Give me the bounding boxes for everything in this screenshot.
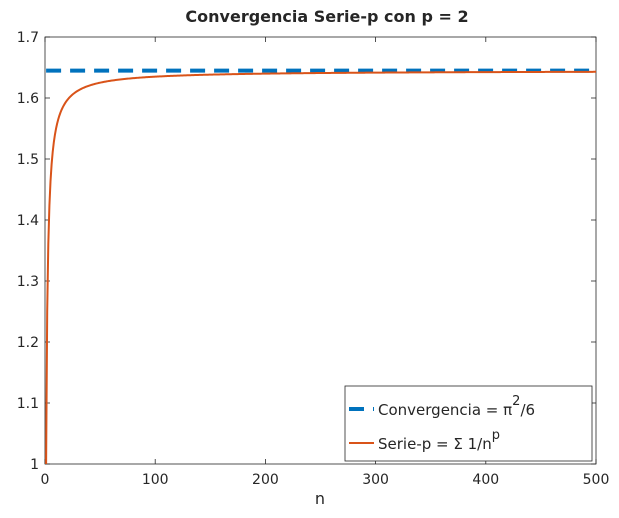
plot-area: 0 100 200 300 400 500 1 1.1 1.2 1.3 1.4 1.5 1.6 1.7 Co… [17, 30, 610, 488]
y-tick-label: 1.2 [17, 335, 39, 351]
y-tick-label: 1.3 [17, 274, 39, 290]
y-tick-label: 1.7 [17, 30, 39, 46]
legend-label: Serie-p = Σ 1/np [378, 428, 500, 453]
x-tick-label: 500 [583, 472, 610, 488]
y-tick-label: 1.6 [17, 91, 39, 107]
y-tick-label: 1 [30, 457, 39, 473]
x-axis-label: n [315, 489, 325, 508]
legend: Convergencia = π2/6 Serie-p = Σ 1/np [344, 385, 593, 462]
x-tick-label: 0 [41, 472, 50, 488]
x-tick-label: 400 [472, 472, 499, 488]
y-tick-label: 1.5 [17, 152, 39, 168]
y-tick-label: 1.1 [17, 396, 39, 412]
legend-label: Convergencia = π2/6 [378, 394, 535, 419]
x-tick-label: 100 [142, 472, 169, 488]
series-line-partial-sums [45, 70, 596, 465]
legend-box [344, 385, 593, 462]
chart-title: Convergencia Serie-p con p = 2 [185, 7, 468, 26]
y-tick-label: 1.4 [17, 213, 39, 229]
x-tick-label: 300 [362, 472, 389, 488]
x-tick-label: 200 [252, 472, 279, 488]
